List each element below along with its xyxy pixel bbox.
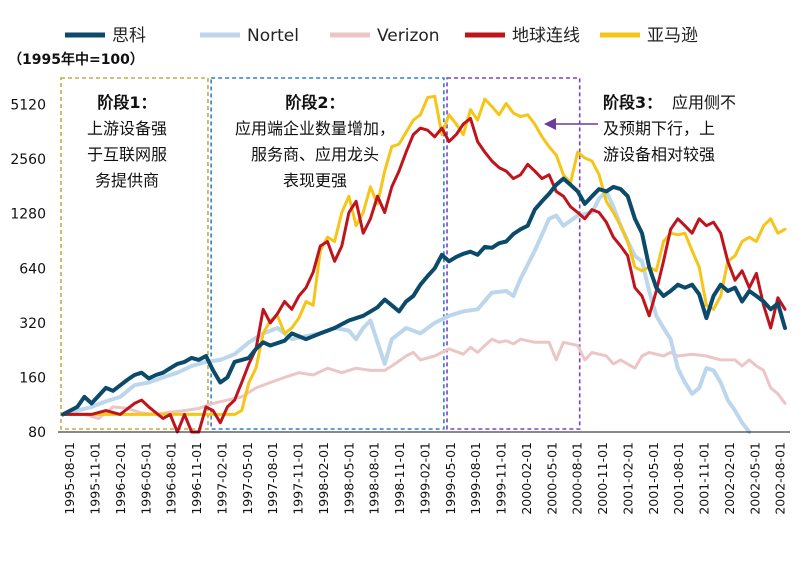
x-tick-1997-02-01: 1997-02-01 [214,442,229,515]
stage-1-title: 阶段1： [97,93,156,112]
x-tick-1998-08-01: 1998-08-01 [367,442,382,515]
stage-3-line-1: 应用侧不 [672,93,736,112]
stage-1-line-3: 务提供商 [95,171,159,190]
y-tick-320: 320 [19,316,46,332]
y-axis-unit-label: （1995年中=100） [8,51,144,68]
y-tick-5120: 5120 [10,98,46,114]
x-tick-1998-11-01: 1998-11-01 [392,442,407,515]
series-line-0 [61,176,787,417]
legend-label-1: Nortel [247,26,299,46]
x-tick-1999-05-01: 1999-05-01 [443,442,458,515]
legend-label-2: Verizon [377,26,440,46]
x-tick-1997-11-01: 1997-11-01 [291,442,306,515]
stage-3-title: 阶段3： [603,93,662,112]
series-line-2 [61,337,787,420]
series-line-1 [61,189,752,434]
y-axis: 80 160 320 640 1280 2560 5120 [10,98,46,441]
stage-2-title: 阶段2： [285,93,344,112]
x-axis: 1995-08-01 1995-11-01 1996-02-01 1996-05-01… [58,431,790,515]
x-tick-2002-02-01: 2002-02-01 [722,442,737,515]
stage-box-1 [60,77,209,430]
y-tick-1280: 1280 [10,207,46,223]
x-tick-1996-11-01: 1996-11-01 [189,442,204,515]
series-group [61,94,787,434]
y-tick-640: 640 [19,261,46,277]
legend-label-0: 思科 [112,26,146,46]
stage-box-2 [210,77,445,430]
x-tick-2002-08-01: 2002-08-01 [773,442,788,515]
x-tick-1999-11-01: 1999-11-01 [494,442,509,515]
x-tick-2001-08-01: 2001-08-01 [671,442,686,515]
x-tick-2002-05-01: 2002-05-01 [747,442,762,515]
x-tick-1998-05-01: 1998-05-01 [341,442,356,515]
x-tick-1997-08-01: 1997-08-01 [265,442,280,515]
stage-3-line-2: 及预期下行，上 [603,119,715,138]
x-tick-2000-11-01: 2000-11-01 [595,442,610,515]
stage-2-line-2: 服务商、应用龙头 [251,145,379,164]
stage-2-line-3: 表现更强 [283,171,347,190]
stage-1-line-1: 上游设备强 [87,119,167,138]
stage-boxes [60,77,581,430]
x-tick-2001-05-01: 2001-05-01 [646,442,661,515]
x-tick-2001-11-01: 2001-11-01 [697,442,712,515]
series-line-4 [61,94,787,416]
y-tick-80: 80 [28,425,46,441]
stage-2-line-1: 应用端企业数量增加， [235,119,395,138]
x-tick-1996-08-01: 1996-08-01 [164,442,179,515]
legend-label-3: 地球连线 [512,26,580,46]
x-tick-2000-05-01: 2000-05-01 [544,442,559,515]
annotation-arrow-head [544,118,556,130]
x-tick-2000-08-01: 2000-08-01 [570,442,585,515]
legend-label-4: 亚马逊 [647,26,698,46]
stage-1-line-2: 于互联网服 [87,145,167,164]
x-tick-2000-02-01: 2000-02-01 [519,442,534,515]
legend: 思科 Nortel Verizon 地球连线 亚马逊 [65,26,698,46]
stage-box-3 [446,77,581,430]
x-tick-1996-02-01: 1996-02-01 [113,442,128,515]
y-tick-160: 160 [19,370,46,386]
x-tick-1996-05-01: 1996-05-01 [138,442,153,515]
x-tick-2001-02-01: 2001-02-01 [620,442,635,515]
y-tick-2560: 2560 [10,152,46,168]
x-tick-1995-11-01: 1995-11-01 [88,442,103,515]
x-tick-1999-02-01: 1999-02-01 [417,442,432,515]
x-tick-1998-02-01: 1998-02-01 [316,442,331,515]
stage-3-line-3: 游设备相对较强 [603,145,715,164]
series-line-3 [61,116,787,434]
x-tick-1999-08-01: 1999-08-01 [468,442,483,515]
x-tick-1995-08-01: 1995-08-01 [62,442,77,515]
x-tick-1997-05-01: 1997-05-01 [240,442,255,515]
